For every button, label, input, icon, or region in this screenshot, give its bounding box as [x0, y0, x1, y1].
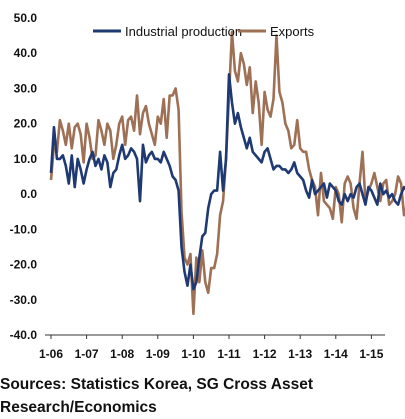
y-tick-label: 30.0	[14, 81, 38, 95]
x-tick-label: 1-07	[75, 347, 99, 361]
x-tick-label: 1-10	[181, 347, 205, 361]
x-tick-label: 1-13	[288, 347, 312, 361]
x-tick-label: 1-14	[324, 347, 348, 361]
legend: Industrial production Exports	[93, 24, 315, 39]
legend-label-industrial-production: Industrial production	[125, 24, 242, 39]
y-tick-label: 10.0	[14, 152, 38, 166]
x-tick-label: 1-09	[146, 347, 170, 361]
y-tick-label: 20.0	[14, 117, 38, 131]
y-axis-labels: 50.0 40.0 30.0 20.0 10.0 0.0 -10.0 -20.0 -30.0 -4…	[10, 11, 38, 342]
source-line-2: Research/Economics	[0, 399, 157, 416]
x-axis-ticks	[50, 335, 372, 339]
source-note: Sources: Statistics Korea, SG Cross Asse…	[0, 373, 405, 419]
x-tick-label: 1-06	[39, 347, 63, 361]
x-tick-label: 1-08	[110, 347, 134, 361]
x-axis-labels: 1-06 1-07 1-08 1-09 1-10 1-11 1-12 1-13 1-14 1-15	[39, 347, 384, 361]
series-lines	[49, 30, 405, 316]
y-tick-label: 0.0	[20, 187, 37, 201]
legend-label-exports: Exports	[270, 24, 315, 39]
x-tick-label: 1-15	[359, 347, 383, 361]
x-tick-label: 1-12	[253, 347, 277, 361]
x-tick-label: 1-11	[217, 347, 241, 361]
series-line-industrial-production	[49, 73, 405, 291]
y-tick-label: 50.0	[14, 11, 38, 25]
y-tick-label: -20.0	[10, 258, 38, 272]
line-chart: 50.0 40.0 30.0 20.0 10.0 0.0 -10.0 -20.0 -30.0 -4…	[10, 11, 405, 361]
y-tick-label: -10.0	[10, 222, 38, 236]
y-tick-label: 40.0	[14, 46, 38, 60]
series-line-exports	[49, 30, 405, 316]
y-tick-label: -40.0	[10, 328, 38, 342]
source-line-1: Sources: Statistics Korea, SG Cross Asse…	[0, 376, 313, 393]
y-tick-label: -30.0	[10, 293, 38, 307]
